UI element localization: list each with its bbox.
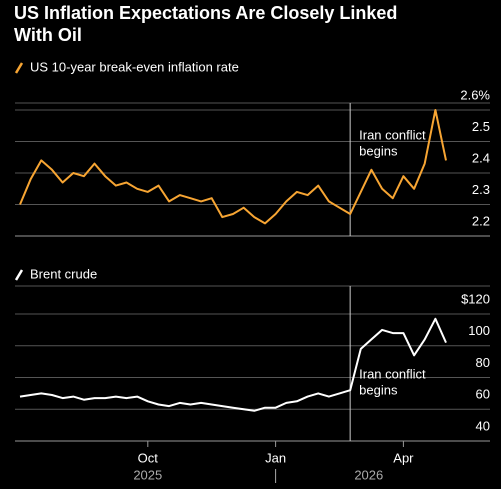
annotation-text: begins bbox=[359, 143, 398, 158]
x-year-label: 2025 bbox=[133, 467, 162, 482]
data-line bbox=[19, 109, 447, 225]
legend-label: Brent crude bbox=[30, 266, 97, 281]
legend-label: US 10-year break-even inflation rate bbox=[30, 59, 239, 74]
y-tick-label: 100 bbox=[468, 323, 490, 338]
annotation-text: begins bbox=[359, 382, 398, 397]
legend-swatch bbox=[14, 269, 24, 281]
y-tick-label: 40 bbox=[476, 418, 490, 433]
annotation-text: Iran conflict bbox=[359, 366, 426, 381]
y-tick-label: 60 bbox=[476, 387, 490, 402]
chart-title: With Oil bbox=[14, 25, 82, 45]
data-line bbox=[19, 317, 447, 412]
x-year-label: 2026 bbox=[354, 467, 383, 482]
legend-swatch bbox=[14, 62, 24, 74]
y-tick-label: 2.3 bbox=[472, 182, 490, 197]
chart-title: US Inflation Expectations Are Closely Li… bbox=[14, 3, 397, 23]
annotation-text: Iran conflict bbox=[359, 127, 426, 142]
y-tick-label: 2.6% bbox=[460, 87, 490, 102]
x-tick-label: Apr bbox=[393, 450, 414, 465]
y-tick-label: 2.2 bbox=[472, 213, 490, 228]
y-tick-label: 80 bbox=[476, 355, 490, 370]
y-tick-label: 2.5 bbox=[472, 119, 490, 134]
x-tick-label: Oct bbox=[138, 450, 159, 465]
x-tick-label: Jan bbox=[265, 450, 286, 465]
y-tick-label: $120 bbox=[461, 291, 490, 306]
y-tick-label: 2.4 bbox=[472, 150, 490, 165]
